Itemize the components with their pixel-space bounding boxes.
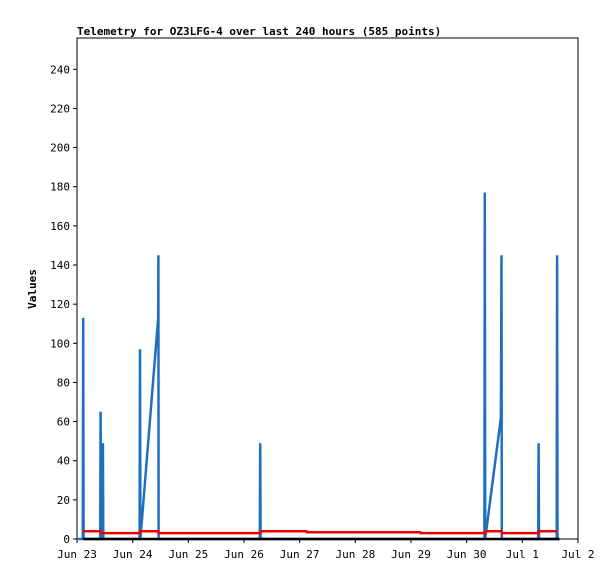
x-tick-label: Jun 23 xyxy=(57,548,97,561)
x-tick-label: Jun 24 xyxy=(113,548,153,561)
y-tick-label: 40 xyxy=(57,455,70,468)
y-tick-label: 200 xyxy=(50,142,70,155)
series-line-1 xyxy=(77,192,560,541)
y-tick-label: 120 xyxy=(50,298,70,311)
y-tick-label: 140 xyxy=(50,259,70,272)
y-tick-label: 80 xyxy=(57,376,70,389)
y-tick-label: 180 xyxy=(50,181,70,194)
chart-title: Telemetry for OZ3LFG-4 over last 240 hou… xyxy=(77,25,441,38)
x-tick-label: Jun 27 xyxy=(280,548,320,561)
x-tick-label: Jun 25 xyxy=(168,548,208,561)
y-axis-label: Values xyxy=(26,269,39,309)
y-tick-label: 240 xyxy=(50,63,70,76)
x-axis: Jun 23 Jun 24 Jun 25 Jun 26 Jun 27 Jun 28 Jun … xyxy=(57,539,595,561)
y-tick-label: 160 xyxy=(50,220,70,233)
y-tick-label: 20 xyxy=(57,494,70,507)
series-layer xyxy=(77,192,560,541)
y-tick-label: 0 xyxy=(63,533,70,546)
x-tick-label: Jun 29 xyxy=(391,548,431,561)
x-tick-label: Jun 30 xyxy=(447,548,487,561)
series-line-2 xyxy=(83,529,558,535)
x-tick-label: Jun 26 xyxy=(224,548,264,561)
x-tick-label: Jun 28 xyxy=(335,548,375,561)
y-tick-label: 100 xyxy=(50,337,70,350)
x-tick-label: Jul 2 xyxy=(561,548,594,561)
y-axis: 0 20 40 60 80 100 120 140 160 180 200 220 240 xyxy=(50,63,77,546)
x-tick-label: Jul 1 xyxy=(506,548,539,561)
y-tick-label: 220 xyxy=(50,102,70,115)
y-tick-label: 60 xyxy=(57,416,70,429)
